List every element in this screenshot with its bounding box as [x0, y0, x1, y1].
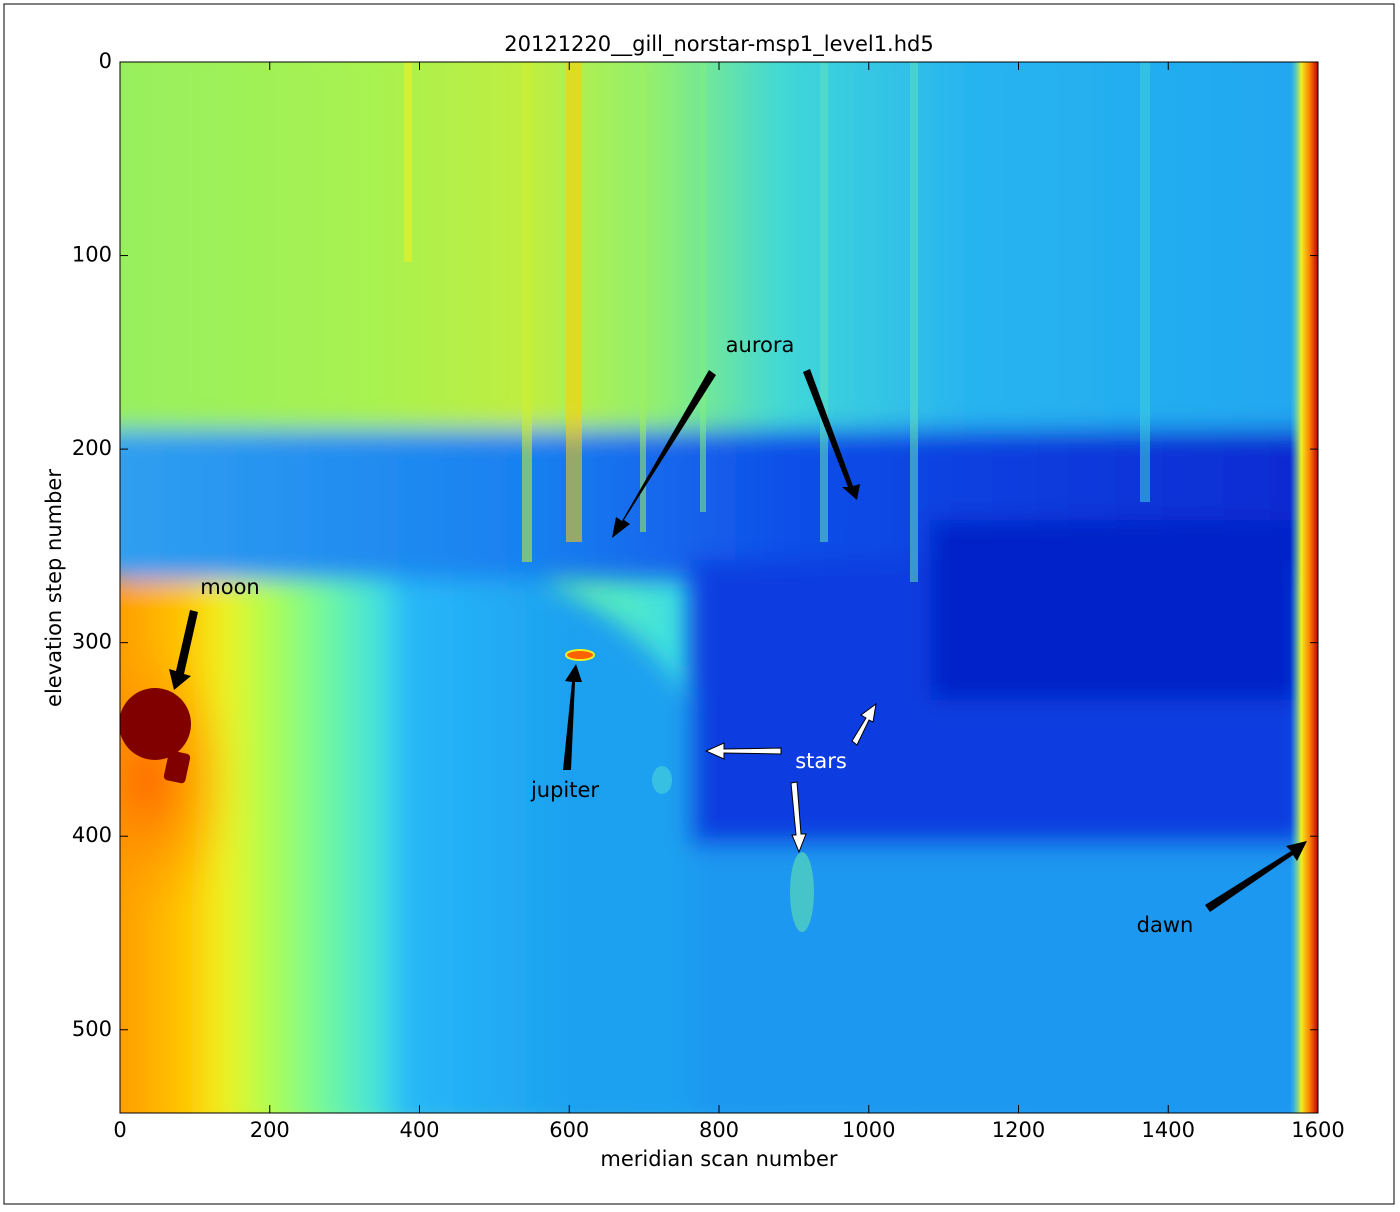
image: [120, 62, 1318, 1113]
x-tick-label: 1600: [1291, 1118, 1344, 1142]
x-tick-label: 400: [399, 1118, 439, 1142]
y-tick-label: 400: [72, 823, 112, 847]
annotation-label: stars: [795, 749, 847, 773]
annotation-label: dawn: [1137, 913, 1194, 937]
y-tick-label: 100: [72, 243, 112, 267]
y-tick-label: 0: [99, 49, 112, 73]
x-tick-label: 200: [250, 1118, 290, 1142]
x-tick-label: 1000: [842, 1118, 895, 1142]
annotation-label: aurora: [726, 333, 795, 357]
annotation-label: moon: [200, 575, 259, 599]
y-tick-label: 200: [72, 436, 112, 460]
x-tick-label: 600: [549, 1118, 589, 1142]
figure-frame: [3, 3, 1395, 1205]
x-tick-label: 800: [699, 1118, 739, 1142]
x-tick-label: 1200: [992, 1118, 1045, 1142]
y-tick-label: 500: [72, 1017, 112, 1041]
chart-title: 20121220__gill_norstar-msp1_level1.hd5: [504, 32, 934, 57]
annotations: moon aurora jupiter stars dawn: [169, 333, 1307, 937]
y-axis-label: elevation step number: [42, 469, 66, 707]
aurora-streaks: [404, 62, 1150, 582]
x-tick-label: 1400: [1142, 1118, 1195, 1142]
x-axis-label: meridian scan number: [600, 1147, 838, 1171]
annotation-label: jupiter: [530, 778, 599, 802]
y-tick-label: 300: [72, 630, 112, 654]
x-tick-label: 0: [113, 1118, 126, 1142]
